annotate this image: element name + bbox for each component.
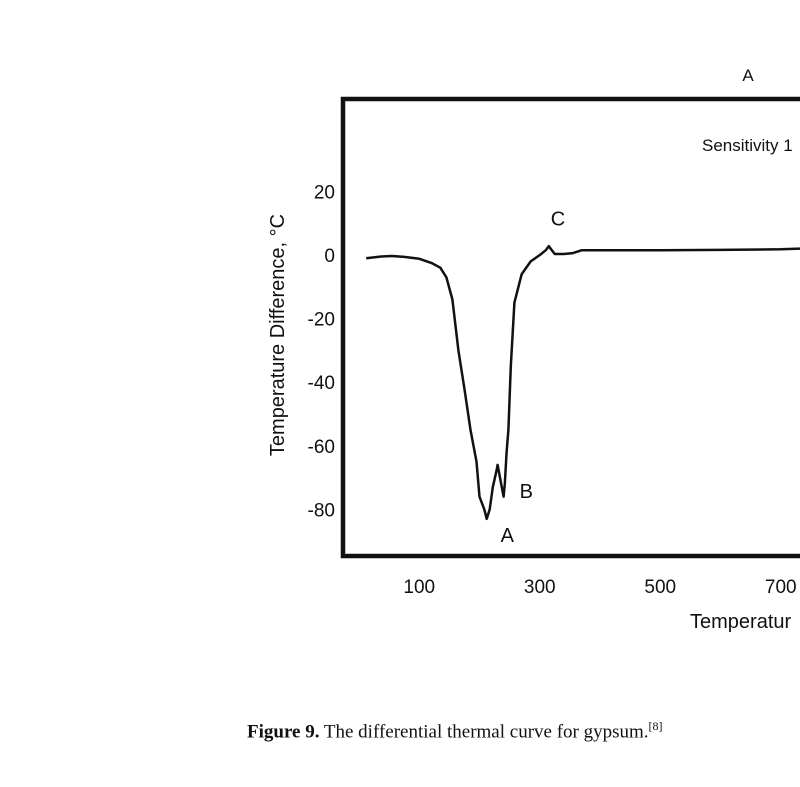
- y-tick-label: -80: [308, 500, 335, 521]
- caption-reference: [8]: [648, 719, 663, 733]
- plot-frame: [340, 96, 800, 559]
- y-axis-title: Temperature Difference, °C: [267, 214, 289, 456]
- sensitivity-label: Sensitivity 1: [702, 136, 793, 155]
- annotation-b: B: [520, 481, 533, 503]
- panel-label: A: [742, 66, 754, 85]
- y-tick-label: -40: [308, 373, 335, 394]
- x-tick-label: 500: [644, 577, 676, 598]
- x-tick-labels: 100 300 500 700: [403, 577, 796, 598]
- x-tick-label: 700: [765, 577, 797, 598]
- y-tick-label: 0: [324, 246, 335, 267]
- annotation-a: A: [501, 525, 515, 547]
- x-axis-title: Temperatur: [690, 611, 791, 633]
- y-tick-label: 20: [314, 182, 335, 203]
- dta-curve: [366, 244, 800, 521]
- annotation-c: C: [551, 208, 565, 230]
- figure-caption: Figure 9. The differential thermal curve…: [247, 719, 787, 743]
- x-tick-label: 100: [403, 577, 435, 598]
- x-tick-label: 300: [524, 577, 556, 598]
- caption-text: The differential thermal curve for gypsu…: [319, 721, 649, 743]
- caption-figure-number: Figure 9.: [247, 721, 320, 743]
- peak-annotations: AB C: [501, 208, 566, 547]
- y-tick-labels: 20 0 -20 -40 -60 -80: [308, 182, 335, 521]
- y-tick-label: -20: [308, 310, 335, 331]
- y-tick-label: -60: [308, 437, 335, 458]
